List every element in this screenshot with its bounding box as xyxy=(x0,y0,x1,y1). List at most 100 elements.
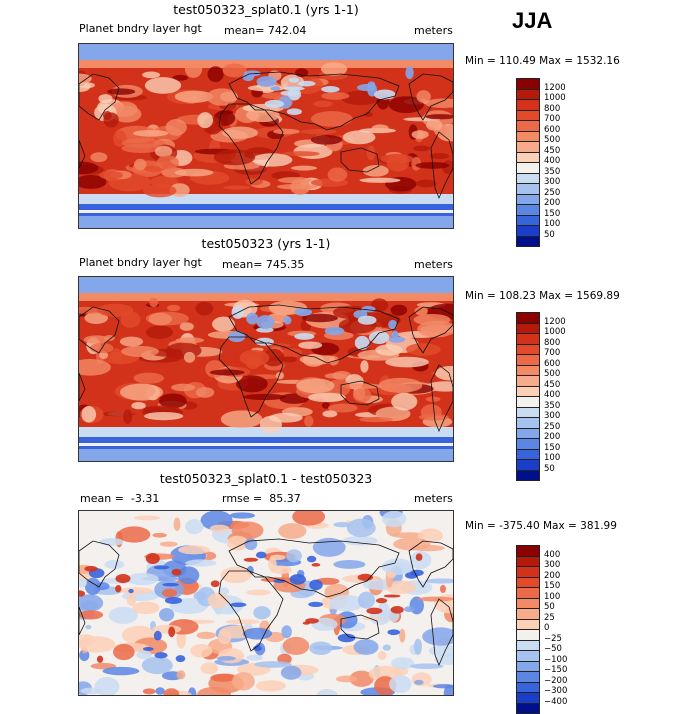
colorbar-label: 800 xyxy=(544,337,561,348)
colorbar-label: 100 xyxy=(544,591,561,602)
colorbar-label: 500 xyxy=(544,369,561,379)
colorbar-swatch xyxy=(517,184,539,195)
panel-2-mean-label: mean= 745.35 xyxy=(222,258,305,271)
colorbar-swatch xyxy=(517,226,539,237)
colorbar-label: 400 xyxy=(544,390,561,400)
colorbar-label: 300 xyxy=(544,177,561,187)
colorbar-swatch xyxy=(517,152,539,163)
colorbar-swatch xyxy=(517,355,539,366)
colorbar-label: 150 xyxy=(544,442,561,453)
colorbar-swatch xyxy=(517,672,539,683)
colorbar-label: 50 xyxy=(544,602,555,612)
colorbar-label: −100 xyxy=(544,654,568,665)
colorbar-swatch xyxy=(517,163,539,174)
colorbar-swatch xyxy=(517,397,539,408)
colorbar-label: 250 xyxy=(544,421,561,432)
panel-3-map xyxy=(78,510,454,696)
panel-2-units-label: meters xyxy=(414,258,453,271)
colorbar-swatch xyxy=(517,682,539,693)
colorbar-swatch xyxy=(517,470,539,480)
colorbar-swatch xyxy=(517,630,539,641)
colorbar-label: 50 xyxy=(544,463,555,474)
colorbar-swatch xyxy=(517,598,539,609)
colorbar-swatch xyxy=(517,449,539,460)
colorbar-label: 50 xyxy=(544,229,555,240)
colorbar-swatch xyxy=(517,567,539,578)
panel-3-contour-field xyxy=(79,511,453,695)
colorbar-label: 700 xyxy=(544,348,561,358)
colorbar-label: 600 xyxy=(544,124,561,135)
colorbar-label: 500 xyxy=(544,135,561,145)
colorbar-label: 350 xyxy=(544,166,561,177)
colorbar-swatch xyxy=(517,640,539,651)
colorbar-label: 250 xyxy=(544,187,561,198)
colorbar-swatch xyxy=(517,205,539,216)
colorbar-swatch xyxy=(517,110,539,121)
panel-3-title: test050323_splat0.1 - test050323 xyxy=(159,471,373,486)
colorbar-swatch xyxy=(517,386,539,397)
colorbar-label: 200 xyxy=(544,432,561,442)
colorbar-label: −200 xyxy=(544,675,568,686)
colorbar-label: 200 xyxy=(544,570,561,581)
panel-1-contour-field xyxy=(79,44,453,228)
colorbar-swatch xyxy=(517,651,539,662)
colorbar-swatch xyxy=(517,619,539,630)
panel-2-minmax: Min = 108.23 Max = 1569.89 xyxy=(465,290,620,302)
colorbar-strip xyxy=(516,78,540,247)
colorbar-label: 600 xyxy=(544,358,561,369)
colorbar-label: 150 xyxy=(544,581,561,591)
colorbar-label: 700 xyxy=(544,114,561,124)
season-label: JJA xyxy=(512,8,553,33)
colorbar-swatch xyxy=(517,546,539,557)
colorbar-swatch xyxy=(517,100,539,111)
panel-3-minmax: Min = -375.40 Max = 381.99 xyxy=(465,520,617,532)
colorbar-swatch xyxy=(517,661,539,672)
colorbar-swatch xyxy=(517,693,539,704)
panel-1-units-label: meters xyxy=(414,24,453,37)
colorbar-label: 150 xyxy=(544,208,561,219)
colorbar-swatch xyxy=(517,236,539,246)
panel-2-title: test050323 (yrs 1-1) xyxy=(201,236,331,251)
colorbar-label: 450 xyxy=(544,145,561,156)
colorbar-swatch xyxy=(517,131,539,142)
colorbar-label: −300 xyxy=(544,686,568,696)
panel-3-mean-label: mean = -3.31 xyxy=(80,492,160,505)
colorbar-label: 200 xyxy=(544,198,561,208)
colorbar-swatch xyxy=(517,334,539,345)
colorbar-swatch xyxy=(517,365,539,376)
colorbar-label: 100 xyxy=(544,219,561,229)
panel-3-units-label: meters xyxy=(414,492,453,505)
colorbar-swatch xyxy=(517,609,539,620)
colorbar-label: 800 xyxy=(544,103,561,114)
colorbar-swatch xyxy=(517,428,539,439)
colorbar-swatch xyxy=(517,376,539,387)
colorbar-label: −400 xyxy=(544,696,568,707)
colorbar-swatch xyxy=(517,418,539,429)
panel-1-title: test050323_splat0.1 (yrs 1-1) xyxy=(173,2,359,17)
colorbar-swatch xyxy=(517,323,539,334)
colorbar-swatch xyxy=(517,194,539,205)
colorbar-strip xyxy=(516,312,540,481)
colorbar-label: 300 xyxy=(544,560,561,570)
colorbar-swatch xyxy=(517,577,539,588)
colorbar-label: 1000 xyxy=(544,327,566,337)
panel-2-map xyxy=(78,276,454,462)
colorbar-swatch xyxy=(517,407,539,418)
colorbar-strip xyxy=(516,545,540,714)
panel-1-variable-label: Planet bndry layer hgt xyxy=(79,22,202,35)
colorbar-swatch xyxy=(517,703,539,713)
colorbar-swatch xyxy=(517,79,539,90)
colorbar-swatch xyxy=(517,215,539,226)
colorbar-label: 350 xyxy=(544,400,561,411)
colorbar-swatch xyxy=(517,89,539,100)
panel-1-minmax: Min = 110.49 Max = 1532.16 xyxy=(465,55,620,67)
colorbar-swatch xyxy=(517,121,539,132)
colorbar-swatch xyxy=(517,173,539,184)
colorbar-label: 1200 xyxy=(544,316,566,327)
colorbar-label: −25 xyxy=(544,633,562,644)
colorbar-swatch xyxy=(517,344,539,355)
colorbar-swatch xyxy=(517,556,539,567)
colorbar-swatch xyxy=(517,439,539,450)
panel-2-variable-label: Planet bndry layer hgt xyxy=(79,256,202,269)
colorbar-label: −150 xyxy=(544,665,568,675)
